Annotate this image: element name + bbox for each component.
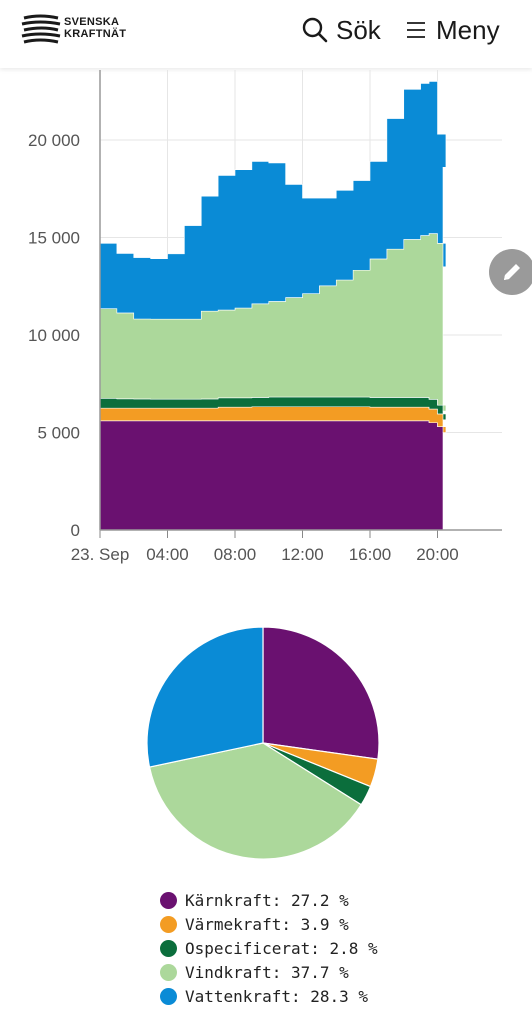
y-tick-label: 10 000: [28, 326, 80, 345]
search-icon: [302, 17, 328, 43]
pie-slice-vattenkraft[interactable]: [146, 626, 264, 768]
legend-label-varmekraft: Värmekraft: 3.9 %: [185, 914, 349, 934]
logo-line-2: KRAFTNÄT: [64, 28, 127, 40]
edit-button[interactable]: [489, 249, 532, 295]
legend-label-karnkraft: Kärnkraft: 27.2 %: [185, 890, 349, 910]
logo-text: SVENSKA KRAFTNÄT: [64, 16, 126, 40]
legend-item-vindkraft[interactable]: Vindkraft: 37.7 %: [160, 960, 378, 984]
x-tick-label: 08:00: [214, 545, 257, 564]
search-button[interactable]: Sök: [302, 14, 381, 46]
area-series-karnkraft[interactable]: [99, 420, 447, 531]
chart-axes: 0 5 000 10 000 15 000 20 000 23. Sep 04:00 08:0…: [28, 70, 502, 564]
hamburger-menu-icon: [407, 22, 425, 38]
pie-slices: [146, 626, 380, 860]
logo-line-1: SVENSKA: [64, 16, 120, 28]
area-series-vattenkraft[interactable]: [99, 81, 447, 320]
production-area-chart: 0 5 000 10 000 15 000 20 000 23. Sep 04:00 08:0…: [28, 70, 502, 564]
legend-dot-vattenkraft: [160, 987, 177, 1005]
legend-item-karnkraft[interactable]: Kärnkraft: 27.2 %: [160, 888, 378, 912]
production-pie-chart: [146, 626, 380, 860]
svenska-kraftnat-logo[interactable]: SVENSKA KRAFTNÄT: [20, 12, 140, 48]
x-tick-label: 12:00: [281, 545, 324, 564]
menu-button[interactable]: Meny: [406, 14, 500, 46]
legend-dot-vindkraft: [160, 963, 177, 981]
legend-item-vattenkraft[interactable]: Vattenkraft: 28.3 %: [160, 984, 378, 1008]
x-tick-label: 20:00: [416, 545, 459, 564]
legend-item-varmekraft[interactable]: Värmekraft: 3.9 %: [160, 912, 378, 936]
legend-dot-varmekraft: [160, 915, 177, 933]
chart-areas: [99, 81, 447, 531]
menu-label: Meny: [436, 14, 500, 45]
legend-label-vindkraft: Vindkraft: 37.7 %: [185, 962, 349, 982]
legend-label-ospecificerat: Ospecificerat: 2.8 %: [185, 938, 378, 958]
legend-dot-karnkraft: [160, 891, 177, 909]
y-tick-label: 5 000: [37, 424, 80, 443]
legend-dot-ospecificerat: [160, 939, 177, 957]
site-header: SVENSKA KRAFTNÄT Sök Meny: [0, 0, 532, 68]
pie-legend: Kärnkraft: 27.2 % Värmekraft: 3.9 % Ospe…: [160, 888, 378, 1008]
x-tick-label: 23. Sep: [71, 545, 130, 564]
pencil-icon: [504, 264, 520, 280]
legend-label-vattenkraft: Vattenkraft: 28.3 %: [185, 986, 369, 1006]
y-tick-label: 20 000: [28, 131, 80, 150]
y-tick-label: 0: [71, 521, 80, 540]
y-tick-label: 15 000: [28, 229, 80, 248]
pie-slice-vindkraft[interactable]: [148, 742, 363, 860]
x-tick-label: 16:00: [349, 545, 392, 564]
logo-mark-icon: [21, 14, 61, 44]
search-label: Sök: [336, 14, 381, 45]
x-tick-label: 04:00: [146, 545, 189, 564]
pie-slice-karnkraft[interactable]: [262, 626, 380, 760]
legend-item-ospecificerat[interactable]: Ospecificerat: 2.8 %: [160, 936, 378, 960]
